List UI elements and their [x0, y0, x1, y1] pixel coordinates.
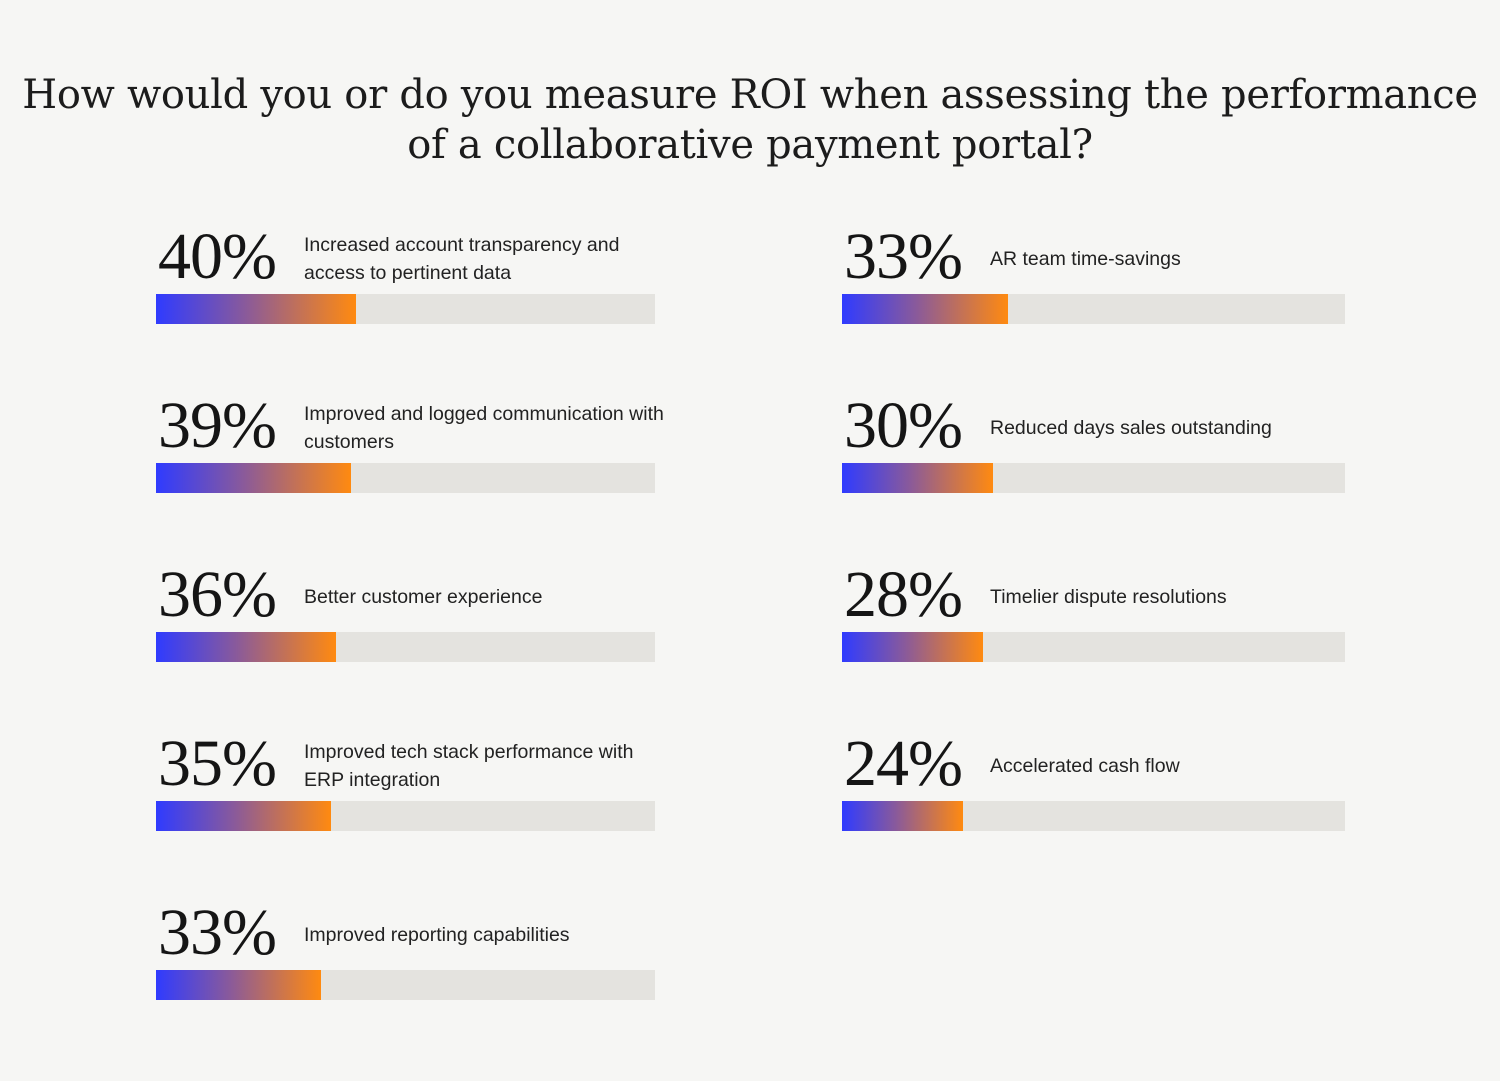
- chart-title: How would you or do you measure ROI when…: [22, 72, 1478, 168]
- stat-label: Improved reporting capabilities: [304, 924, 570, 946]
- bar-track: [156, 970, 655, 1000]
- stat-item: 30% Reduced days sales outstanding: [842, 393, 1345, 503]
- stat-item: 28% Timelier dispute resolutions: [842, 562, 1345, 672]
- stat-item: 39% Improved and logged communication wi…: [156, 389, 664, 503]
- bar-fill: [842, 463, 993, 493]
- stat-percent: 24%: [844, 727, 963, 800]
- stat-label: Timelier dispute resolutions: [990, 586, 1227, 608]
- stat-label: Improved and logged communication with c…: [304, 403, 664, 453]
- stat-item: 24% Accelerated cash flow: [842, 731, 1345, 841]
- stat-item: 33% AR team time-savings: [842, 224, 1345, 334]
- stat-label: Better customer experience: [304, 586, 543, 608]
- bar-track: [842, 463, 1345, 493]
- stat-percent: 33%: [844, 220, 963, 293]
- bar-fill: [156, 463, 351, 493]
- stat-percent: 33%: [158, 896, 277, 969]
- stat-percent: 40%: [158, 220, 277, 293]
- bar-fill: [156, 632, 336, 662]
- stat-item: 35% Improved tech stack performance with…: [156, 731, 659, 841]
- stat-label: Reduced days sales outstanding: [990, 417, 1272, 439]
- stat-percent: 35%: [158, 727, 277, 800]
- bar-fill: [156, 294, 356, 324]
- stat-item: 33% Improved reporting capabilities: [156, 900, 659, 1010]
- stat-label: Accelerated cash flow: [990, 755, 1180, 777]
- stat-percent: 36%: [158, 558, 277, 631]
- bar-track: [156, 801, 655, 831]
- bar-fill: [842, 801, 963, 831]
- bar-fill: [842, 632, 983, 662]
- stat-percent: 39%: [158, 389, 277, 462]
- stat-percent: 28%: [844, 558, 963, 631]
- stat-item: 40% Increased account transparency and a…: [156, 224, 659, 334]
- bar-track: [156, 463, 655, 493]
- bar-fill: [156, 970, 321, 1000]
- stat-percent: 30%: [844, 389, 963, 462]
- stat-label: AR team time-savings: [990, 248, 1181, 270]
- stat-item: 36% Better customer experience: [156, 562, 659, 672]
- bar-track: [842, 801, 1345, 831]
- stat-label: Increased account transparency and acces…: [304, 234, 620, 284]
- bar-fill: [842, 294, 1008, 324]
- bar-fill: [156, 801, 331, 831]
- stat-label: Improved tech stack performance with ERP…: [304, 741, 634, 791]
- bar-track: [156, 632, 655, 662]
- bar-track: [842, 294, 1345, 324]
- bar-track: [842, 632, 1345, 662]
- bar-track: [156, 294, 655, 324]
